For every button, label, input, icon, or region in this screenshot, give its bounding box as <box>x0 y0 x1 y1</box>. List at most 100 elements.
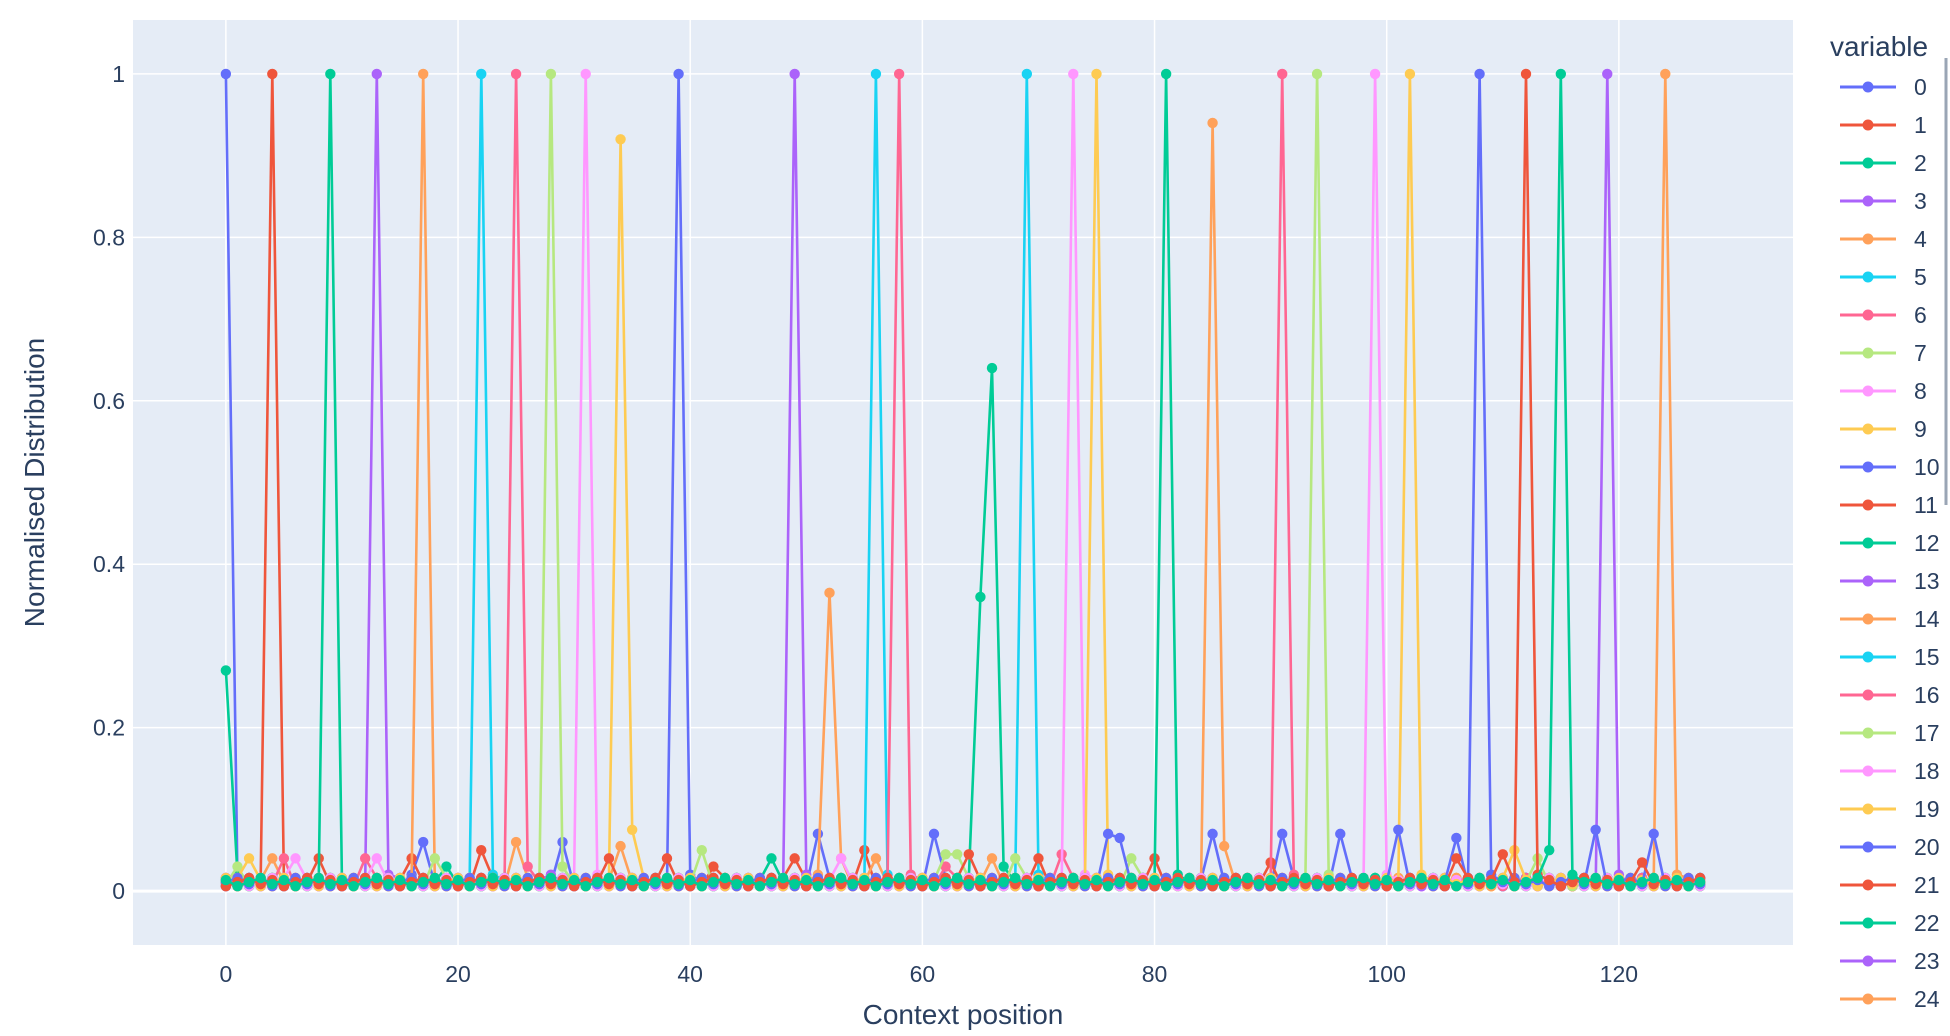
data-point <box>1636 876 1648 888</box>
legend-swatch-marker <box>1862 841 1874 853</box>
data-point <box>476 68 487 80</box>
data-point <box>418 876 429 888</box>
data-point <box>940 861 951 872</box>
data-point <box>998 861 1009 872</box>
data-point <box>1230 876 1241 888</box>
legend-item-18[interactable]: 18 <box>1840 758 1940 784</box>
data-point <box>1660 68 1671 80</box>
data-point <box>1625 880 1636 892</box>
legend-item-1[interactable]: 1 <box>1840 112 1927 138</box>
legend-item-16[interactable]: 16 <box>1840 682 1940 708</box>
data-point <box>267 853 278 864</box>
data-point <box>870 880 882 892</box>
x-tick-label: 60 <box>910 961 936 987</box>
data-point <box>1660 878 1671 890</box>
data-point <box>603 872 615 884</box>
y-tick-label: 0.6 <box>93 388 125 414</box>
data-point <box>1265 874 1276 886</box>
legend-item-6[interactable]: 6 <box>1840 302 1927 328</box>
data-point <box>893 68 905 80</box>
data-point <box>348 880 359 892</box>
data-point <box>1602 68 1613 80</box>
data-point <box>476 845 487 856</box>
legend-swatch-marker <box>1862 499 1874 511</box>
data-point <box>1613 874 1625 886</box>
data-point <box>615 134 626 145</box>
data-point <box>1404 876 1416 888</box>
legend-item-23[interactable]: 23 <box>1840 948 1940 974</box>
legend-item-10[interactable]: 10 <box>1840 454 1940 480</box>
data-point <box>1694 876 1706 888</box>
legend-label: 12 <box>1914 530 1940 556</box>
data-point <box>1323 874 1334 886</box>
data-point <box>1091 68 1102 80</box>
legend-item-24[interactable]: 24 <box>1840 986 1940 1012</box>
data-point <box>510 874 522 886</box>
legend-item-22[interactable]: 22 <box>1840 910 1940 936</box>
data-point <box>1369 68 1381 80</box>
legend-item-11[interactable]: 11 <box>1840 492 1938 518</box>
data-point <box>661 872 673 884</box>
legend-swatch-marker <box>1862 385 1874 397</box>
legend-item-19[interactable]: 19 <box>1840 796 1940 822</box>
data-point <box>615 878 626 890</box>
legend-label: 16 <box>1914 682 1940 708</box>
legend-item-15[interactable]: 15 <box>1840 644 1940 670</box>
data-point <box>452 874 464 886</box>
data-point <box>278 874 290 886</box>
legend-swatch-marker <box>1862 917 1874 929</box>
legend-label: 2 <box>1914 150 1927 176</box>
data-point <box>638 880 649 892</box>
legend-swatch-marker <box>1862 993 1874 1005</box>
data-point <box>290 853 301 864</box>
legend-item-0[interactable]: 0 <box>1840 74 1927 100</box>
legend-swatch-marker <box>1862 651 1874 663</box>
data-point <box>847 878 858 890</box>
legend-label: 24 <box>1914 986 1940 1012</box>
legend-item-7[interactable]: 7 <box>1840 340 1927 366</box>
data-point <box>928 880 940 892</box>
data-point <box>824 876 835 888</box>
data-point <box>650 876 661 888</box>
legend-item-21[interactable]: 21 <box>1840 872 1940 898</box>
y-tick-label: 1 <box>112 61 125 87</box>
data-point <box>835 853 847 864</box>
data-point <box>1091 874 1102 886</box>
legend-item-3[interactable]: 3 <box>1840 188 1927 214</box>
data-point <box>1335 828 1346 840</box>
series-group <box>220 68 1706 892</box>
legend-swatch-marker <box>1862 765 1874 777</box>
data-point <box>1393 824 1404 835</box>
legend-item-4[interactable]: 4 <box>1840 226 1927 252</box>
data-point <box>1567 869 1578 880</box>
legend-label: 3 <box>1914 188 1927 214</box>
legend-item-8[interactable]: 8 <box>1840 378 1927 404</box>
legend-item-2[interactable]: 2 <box>1840 150 1927 176</box>
data-point <box>1416 872 1427 884</box>
legend-label: 6 <box>1914 302 1927 328</box>
data-point <box>1520 68 1532 80</box>
data-point <box>1439 874 1450 886</box>
legend-label: 5 <box>1914 264 1927 290</box>
legend-item-17[interactable]: 17 <box>1840 720 1940 746</box>
data-point <box>220 665 232 676</box>
data-point <box>441 878 452 890</box>
data-point <box>1068 872 1079 884</box>
data-point <box>1149 874 1160 886</box>
legend-item-5[interactable]: 5 <box>1840 264 1927 290</box>
data-point <box>766 853 777 864</box>
data-point <box>986 362 998 374</box>
data-point <box>719 872 731 884</box>
data-point <box>603 853 615 864</box>
data-point <box>1532 872 1543 884</box>
legend-label: 11 <box>1914 492 1938 518</box>
legend-item-12[interactable]: 12 <box>1840 530 1940 556</box>
data-point <box>615 840 626 852</box>
legend-item-20[interactable]: 20 <box>1840 834 1940 860</box>
legend-item-13[interactable]: 13 <box>1840 568 1940 594</box>
data-point <box>1277 828 1288 840</box>
legend-item-9[interactable]: 9 <box>1840 416 1927 442</box>
data-point <box>499 878 510 890</box>
legend-item-14[interactable]: 14 <box>1840 606 1940 632</box>
x-tick-label: 20 <box>445 961 471 987</box>
